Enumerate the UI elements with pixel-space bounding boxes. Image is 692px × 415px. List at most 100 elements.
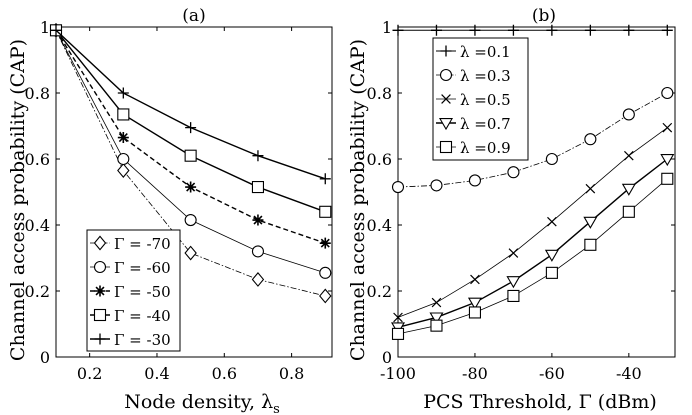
data-point-a-5: [252, 150, 264, 162]
data-point-b-4: [660, 154, 675, 167]
chart-panel-a: (a) Channel access probability (CAP) Nod…: [7, 6, 333, 415]
data-point-a-2: [184, 214, 197, 227]
data-point-b-5: [430, 319, 443, 332]
x-tick-label-b: -40: [616, 364, 642, 383]
data-point-b-2: [430, 179, 443, 192]
legend-label-b: λ =0.5: [460, 91, 511, 109]
data-point-b-4: [467, 297, 482, 310]
data-point-a-3: [319, 237, 331, 249]
y-tick-label-b: 0.8: [367, 84, 392, 103]
data-point-b-1: [507, 24, 519, 36]
data-point-a-5: [319, 173, 331, 185]
data-point-b-2: [661, 86, 674, 100]
data-point-a-4: [319, 205, 332, 218]
data-point-a-4: [251, 181, 265, 194]
y-tick-label-a: 0.2: [25, 282, 50, 301]
y-tick-label-a: 0.8: [25, 84, 50, 103]
y-tick-label-a: 0.6: [25, 150, 50, 169]
data-point-a-1: [117, 163, 130, 179]
data-point-a-5: [117, 87, 129, 99]
legend-marker-a: [93, 260, 107, 274]
data-point-a-5: [50, 24, 62, 36]
data-point-b-3: [662, 122, 673, 133]
data-point-b-5: [507, 289, 520, 303]
data-point-b-2: [391, 181, 405, 194]
data-point-a-5: [185, 122, 197, 134]
y-tick-label-b: 0.6: [367, 150, 392, 169]
data-point-b-2: [507, 166, 520, 179]
data-point-a-3: [252, 214, 264, 226]
data-point-b-5: [584, 238, 597, 251]
data-point-b-1: [392, 24, 404, 36]
data-point-b-3: [393, 312, 403, 323]
x-axis-label-sub-a: s: [273, 402, 280, 415]
data-point-b-1: [469, 24, 481, 36]
data-point-b-2: [584, 133, 597, 146]
x-tick-label-a: 0.2: [77, 364, 102, 383]
x-axis-label-b: PCS Threshold, Γ (dBm): [423, 391, 657, 413]
data-point-b-5: [545, 266, 558, 279]
legend-marker-a: [93, 235, 107, 251]
legend-label-a: Γ = -60: [114, 259, 171, 277]
legend-marker-b: [439, 68, 453, 82]
data-point-a-4: [117, 108, 130, 121]
x-axis-label-main-a: Node density, λ: [124, 391, 273, 413]
chart-title-a: (a): [182, 6, 205, 26]
data-point-b-5: [622, 205, 635, 218]
data-point-a-1: [319, 288, 332, 304]
x-tick-label-b: -100: [380, 364, 416, 383]
legend-marker-b: [440, 45, 452, 57]
data-point-b-5: [661, 172, 674, 185]
data-point-a-1: [184, 245, 197, 261]
data-point-b-4: [506, 276, 521, 289]
y-tick-label-b: 0.4: [367, 216, 392, 235]
legend-marker-b: [439, 140, 453, 154]
legend-marker-a: [94, 333, 106, 345]
series-line-b-5: [397, 178, 668, 335]
x-tick-label-a: 0.4: [144, 364, 169, 383]
legend-marker-a: [93, 308, 107, 322]
legend-label-b: λ =0.7: [460, 115, 511, 133]
legend-label-a: Γ = -40: [114, 307, 171, 325]
y-tick-label-b: 1: [382, 18, 392, 37]
legend-label-b: λ =0.3: [460, 67, 511, 85]
data-point-b-3: [585, 183, 596, 194]
data-point-a-2: [117, 152, 130, 166]
x-tick-label-b: -60: [539, 364, 565, 383]
data-point-b-2: [468, 174, 481, 187]
chart-panel-b: (b) Channel access probability (CAP) PCS…: [347, 6, 676, 413]
legend-marker-b: [441, 94, 451, 104]
legend-marker-a: [94, 285, 106, 297]
series-line-b-2: [397, 92, 668, 188]
data-point-b-4: [583, 216, 598, 229]
data-point-a-4: [184, 149, 197, 162]
data-point-a-3: [117, 132, 129, 144]
data-point-b-1: [430, 24, 442, 36]
y-tick-label-a: 1: [40, 18, 50, 37]
x-tick-label-b: -80: [462, 364, 488, 383]
data-point-a-2: [251, 245, 265, 258]
data-point-b-2: [545, 152, 558, 166]
series-line-b-4: [397, 158, 668, 328]
legend-marker-b: [438, 118, 454, 131]
legend-label-a: Γ = -50: [114, 283, 171, 301]
x-tick-label-a: 0.8: [279, 364, 304, 383]
data-point-b-1: [661, 24, 673, 36]
data-point-a-1: [251, 271, 265, 287]
data-point-b-3: [624, 150, 634, 161]
data-point-b-1: [623, 24, 635, 36]
data-point-a-2: [319, 266, 332, 279]
y-axis-label-text-a: Channel access probability (CAP): [7, 39, 29, 361]
legend-label-b: λ =0.1: [460, 43, 511, 61]
data-point-b-4: [621, 183, 636, 196]
data-point-b-1: [584, 24, 596, 36]
x-axis-label-a: Node density, λs: [124, 391, 280, 415]
chart-title-b: (b): [532, 6, 556, 26]
data-point-b-5: [468, 306, 481, 319]
series-line-b-3: [397, 127, 668, 318]
data-point-b-4: [429, 312, 444, 325]
data-point-b-1: [546, 24, 558, 36]
y-tick-label-a: 0: [40, 348, 50, 367]
y-axis-label-b: Channel access probability (CAP): [347, 39, 369, 361]
